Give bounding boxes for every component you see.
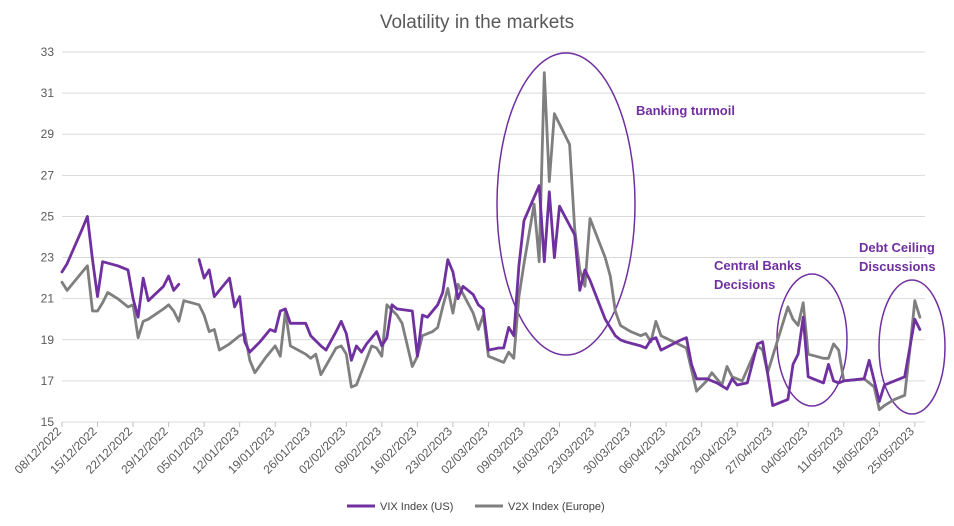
series-lines	[60, 71, 922, 412]
legend-label-v2x: V2X Index (Europe)	[508, 501, 605, 513]
y-axis-ticks: 15 17 19 21 23 25 27 29 31 33	[41, 45, 55, 429]
series-line-v2x	[60, 71, 922, 412]
y-tick-label: 17	[41, 374, 55, 388]
y-tick-label: 15	[41, 415, 55, 429]
y-tick-label: 21	[41, 292, 55, 306]
y-tick-label: 25	[41, 209, 55, 223]
legend-label-vix: VIX Index (US)	[380, 501, 453, 513]
annotation-central-banks-line2: Decisions	[714, 277, 775, 292]
series-line-vix	[60, 184, 922, 407]
y-tick-label: 31	[41, 86, 55, 100]
annotations: Banking turmoil Central Banks Decisions …	[636, 103, 936, 292]
annotation-debt-ceiling-line2: Discussions	[859, 259, 936, 274]
chart-title: Volatility in the markets	[380, 12, 574, 33]
annotation-central-banks-line1: Central Banks	[714, 258, 801, 273]
annotation-banking-turmoil: Banking turmoil	[636, 103, 735, 118]
gridlines	[62, 51, 925, 423]
x-axis-ticks: 08/12/202215/12/202222/12/202229/12/2022…	[12, 422, 917, 477]
debt-ceiling-ellipse	[878, 279, 946, 415]
y-tick-label: 19	[41, 333, 55, 347]
y-tick-label: 29	[41, 127, 55, 141]
y-tick-label: 27	[41, 168, 55, 182]
annotation-debt-ceiling-line1: Debt Ceiling	[859, 240, 935, 255]
y-tick-label: 33	[41, 45, 55, 59]
legend: VIX Index (US) V2X Index (Europe)	[347, 501, 605, 513]
y-tick-label: 23	[41, 251, 55, 265]
banking-turmoil-ellipse	[496, 52, 636, 356]
